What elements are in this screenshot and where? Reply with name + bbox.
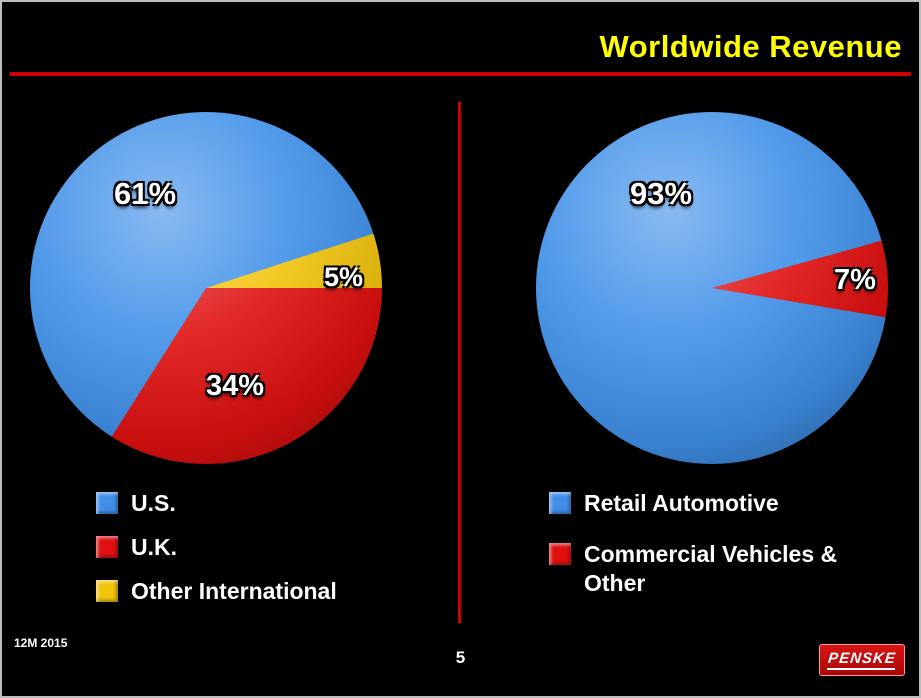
vertical-divider (458, 102, 461, 623)
legend-label-uk: U.K. (131, 533, 177, 560)
legend-item-commercial-vehicles: Commercial Vehicles & Other (549, 540, 901, 598)
legend-swatch-other-international (96, 579, 118, 602)
segment-legend: Retail Automotive Commercial Vehicles & … (549, 489, 901, 619)
geography-pie-chart: 61% 34% 5% (30, 112, 382, 464)
legend-label-commercial-vehicles: Commercial Vehicles & Other (584, 540, 838, 596)
legend-swatch-uk (96, 535, 118, 558)
geography-legend: U.S. U.K. Other International (96, 489, 337, 620)
penske-logo-text: PENSKE (827, 650, 897, 670)
legend-label-other-international: Other International (131, 577, 337, 604)
legend-label-us: U.S. (131, 490, 176, 516)
title-underline (10, 72, 911, 76)
segment-pie-chart: 93% 7% (536, 112, 888, 464)
pie-slice-label-retail-automotive: 93% (630, 176, 693, 211)
legend-item-us: U.S. (96, 489, 337, 518)
legend-item-uk: U.K. (96, 533, 337, 562)
page-title: Worldwide Revenue (599, 29, 902, 64)
pie-slice-label-other-international: 5% (324, 262, 364, 292)
footnote: 12M 2015 (14, 636, 68, 650)
legend-swatch-commercial-vehicles (549, 542, 571, 565)
pie-slice-label-us: 61% (114, 176, 177, 211)
legend-item-other-international: Other International (96, 577, 337, 606)
legend-item-retail-automotive: Retail Automotive (549, 489, 901, 518)
legend-label-retail-automotive: Retail Automotive (584, 490, 779, 516)
legend-swatch-us (96, 492, 118, 514)
penske-logo: PENSKE (819, 644, 905, 676)
legend-swatch-retail-automotive (549, 492, 571, 514)
pie-slice-label-uk: 34% (206, 370, 265, 402)
pie-slice-label-commercial-vehicles: 7% (834, 264, 876, 296)
page-number: 5 (455, 648, 466, 667)
